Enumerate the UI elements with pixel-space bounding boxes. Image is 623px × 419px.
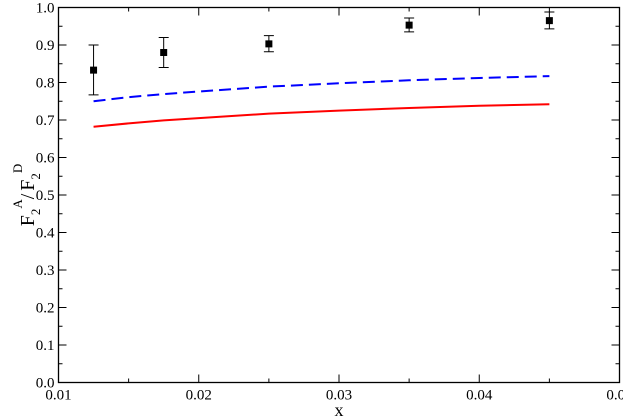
ylabel-sub-left: 2 bbox=[28, 209, 43, 216]
y-tick-label: 0.8 bbox=[36, 76, 55, 92]
y-tick-label: 0.5 bbox=[36, 188, 55, 204]
ylabel-sup-left: A bbox=[10, 199, 25, 209]
ylabel-slash: / bbox=[17, 193, 39, 199]
x-tick-label: 0.01 bbox=[45, 388, 71, 404]
data-point-marker bbox=[160, 49, 168, 56]
dashed-curve bbox=[93, 75, 550, 103]
ylabel-sub-right: 2 bbox=[28, 173, 43, 180]
plot-area-frame bbox=[57, 6, 621, 384]
x-axis-title: x bbox=[335, 400, 344, 419]
y-tick-label: 0.4 bbox=[36, 226, 55, 242]
y-axis-title: F2A/F2D bbox=[10, 164, 43, 227]
series-layer bbox=[88, 11, 555, 128]
data-point-marker bbox=[405, 21, 413, 29]
x-tick-label: 0.04 bbox=[466, 388, 493, 404]
ylabel-sup-right: D bbox=[10, 164, 25, 173]
x-axis: 0.01 0.02 0.03 0.04 0.05 bbox=[45, 7, 623, 404]
y-tick-label: 0.0 bbox=[36, 376, 55, 392]
data-point-marker bbox=[545, 17, 553, 25]
y-tick-label: 0.6 bbox=[36, 151, 55, 167]
y-tick-label: 0.2 bbox=[36, 301, 55, 317]
y-tick-label: 0.3 bbox=[36, 263, 55, 279]
solid-curve bbox=[93, 103, 550, 128]
x-tick-label: 0.03 bbox=[326, 388, 352, 404]
y-tick-label: 1.0 bbox=[36, 1, 55, 17]
ylabel-main-right: F bbox=[17, 180, 39, 191]
y-tick-label: 0.7 bbox=[36, 113, 55, 129]
x-tick-label: 0.05 bbox=[606, 388, 623, 404]
svg-text:F2A/F2D: F2A/F2D bbox=[10, 164, 43, 227]
data-point-marker bbox=[90, 66, 98, 74]
y-axis: 0.0 0.1 0.2 0.3 0.4 0.5 0.6 0.7 0.8 0.9 1.0 bbox=[36, 1, 620, 392]
y-tick-label: 0.9 bbox=[36, 38, 55, 54]
ylabel-main-left: F bbox=[17, 215, 39, 226]
data-point-marker bbox=[265, 40, 273, 48]
y-tick-label: 0.1 bbox=[36, 338, 55, 354]
x-tick-label: 0.02 bbox=[186, 388, 212, 404]
